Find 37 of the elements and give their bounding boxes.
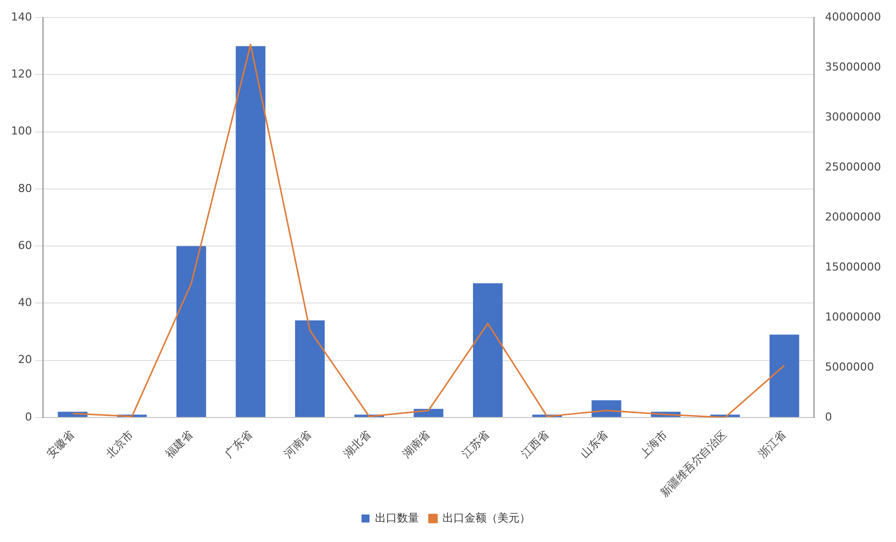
x-tick-label: 江苏省 xyxy=(459,428,492,461)
y2-tick-label: 0 xyxy=(825,410,832,424)
x-tick-label: 山东省 xyxy=(578,428,611,461)
y-tick-label: 120 xyxy=(10,68,32,81)
y-tick-label: 140 xyxy=(10,10,32,24)
bar xyxy=(592,400,622,417)
y-tick-label: 80 xyxy=(18,182,32,195)
x-tick-label: 江西省 xyxy=(518,428,552,461)
bar xyxy=(176,246,206,417)
y2-tick-label: 40000000 xyxy=(825,10,882,24)
y2-tick-label: 30000000 xyxy=(825,110,882,124)
y-tick-label: 20 xyxy=(18,353,32,366)
bar xyxy=(295,320,325,417)
y2-tick-label: 25000000 xyxy=(825,160,882,174)
x-tick-label: 浙江省 xyxy=(756,428,788,461)
y-tick-label: 40 xyxy=(18,296,32,310)
legend-label: 出口金额（美元） xyxy=(442,511,530,524)
x-tick-label: 广东省 xyxy=(222,428,255,461)
x-tick-label: 安徽省 xyxy=(44,428,77,461)
bar xyxy=(770,334,800,417)
y-tick-label: 60 xyxy=(18,238,32,252)
x-tick-label: 湖北省 xyxy=(340,428,374,461)
y2-tick-label: 35000000 xyxy=(825,60,882,74)
bar xyxy=(472,283,503,417)
y-tick-label: 0 xyxy=(24,410,32,424)
x-tick-label: 北京市 xyxy=(104,428,136,461)
x-tick-label: 河南省 xyxy=(282,428,314,461)
y2-tick-label: 20000000 xyxy=(825,210,882,224)
x-tick-label: 湖南省 xyxy=(400,428,433,461)
bar xyxy=(236,46,266,417)
y2-tick-label: 5000000 xyxy=(825,360,874,374)
legend-label: 出口数量 xyxy=(375,511,419,524)
y2-tick-label: 10000000 xyxy=(825,310,882,324)
x-tick-label: 福建省 xyxy=(162,428,196,461)
y-tick-label: 100 xyxy=(10,124,32,138)
y2-tick-label: 15000000 xyxy=(825,260,882,274)
x-tick-label: 上海市 xyxy=(637,428,670,461)
